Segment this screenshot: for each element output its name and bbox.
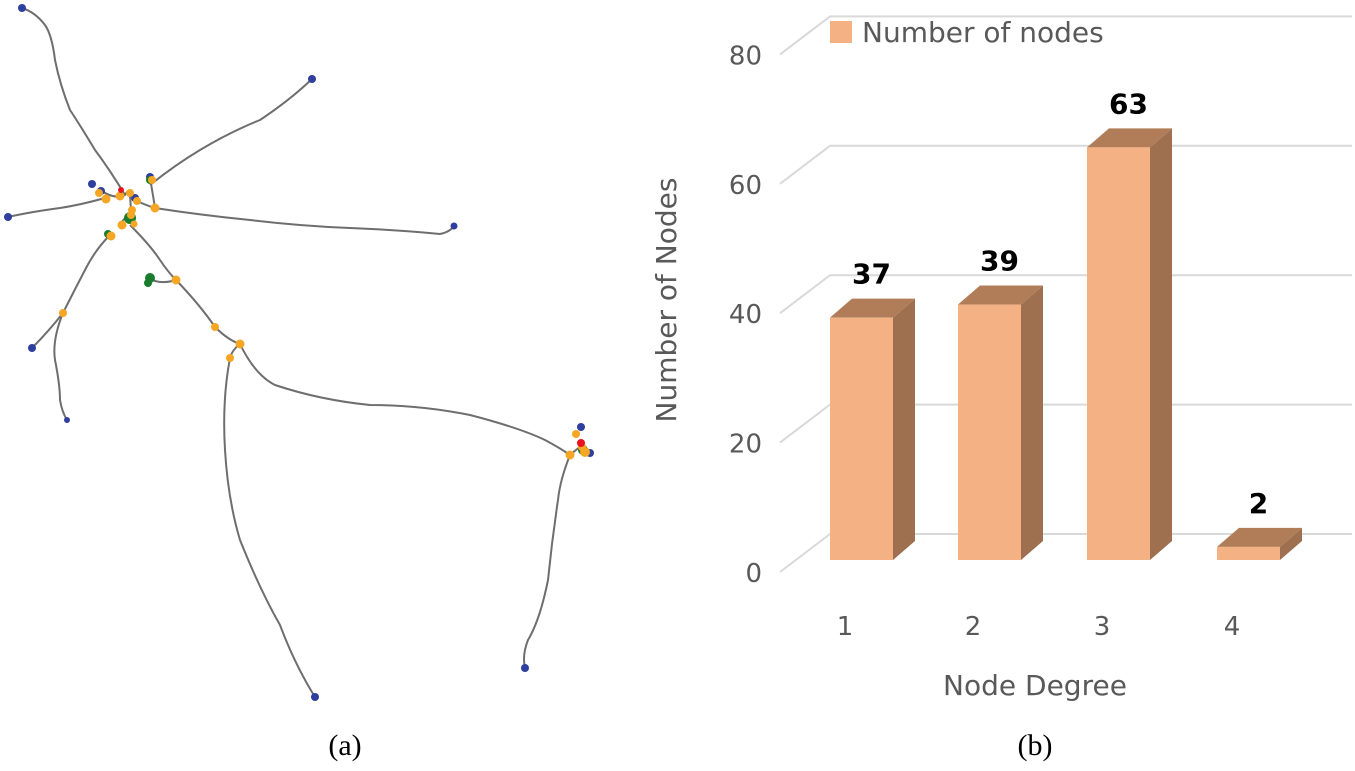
bar-side	[893, 298, 915, 560]
y-tick-label: 40	[729, 300, 762, 330]
network-node-orange	[115, 191, 125, 201]
y-tick-labels: 0 20 40 60 80	[729, 41, 762, 589]
network-node-green	[144, 279, 152, 287]
y-tick-label: 20	[729, 430, 762, 460]
gridline	[779, 15, 1352, 56]
bar-2	[958, 285, 1043, 560]
network-node-orange	[127, 211, 135, 219]
network-nodes	[4, 4, 594, 701]
network-graph	[7, 7, 584, 698]
gridline	[779, 144, 1352, 185]
bar-front	[958, 304, 1021, 560]
network-node-blue	[88, 180, 96, 188]
edge	[149, 78, 313, 186]
network-node-blue	[28, 344, 36, 352]
network-node-red	[577, 439, 585, 447]
bar-top	[958, 285, 1043, 305]
x-tick-labels: 1 2 3 4	[837, 612, 1241, 642]
network-node-orange	[133, 197, 141, 205]
network-node-orange	[106, 231, 116, 241]
edge	[31, 234, 111, 349]
y-tick-label: 80	[729, 41, 762, 71]
bar-front	[1217, 546, 1280, 560]
bar-side	[1280, 527, 1302, 560]
bar-side	[1021, 285, 1043, 560]
caption-a: (a)	[328, 729, 361, 762]
network-node-blue	[311, 693, 319, 701]
edge	[53, 312, 68, 421]
edge	[129, 224, 584, 457]
legend-label: Number of nodes	[862, 16, 1104, 49]
y-tick-label: 0	[745, 559, 762, 589]
network-node-blue	[64, 417, 70, 423]
network-node-orange	[226, 354, 234, 362]
y-tick-label: 60	[729, 171, 762, 201]
bar-side	[1150, 128, 1172, 560]
network-node-blue	[4, 213, 12, 221]
edge	[223, 343, 316, 698]
edge	[154, 207, 455, 236]
edge	[7, 197, 106, 218]
gridline	[779, 274, 1352, 314]
network-node-orange	[150, 203, 160, 213]
network-node-orange	[130, 220, 138, 228]
y-axis-title: Number of Nodes	[650, 178, 683, 423]
data-label: 39	[980, 245, 1019, 278]
bar-4	[1217, 527, 1302, 560]
bar-top	[1087, 128, 1172, 148]
network-node-red	[118, 187, 124, 193]
network-node-orange	[565, 450, 575, 460]
data-label: 37	[852, 258, 891, 291]
network-node-orange	[235, 339, 245, 349]
network-node-blue	[308, 75, 316, 83]
x-tick-label: 3	[1094, 612, 1111, 642]
network-node-orange	[171, 275, 181, 285]
x-tick-label: 2	[965, 612, 982, 642]
network-node-blue	[450, 222, 458, 230]
edge	[21, 7, 126, 196]
network-node-orange	[101, 194, 111, 204]
chart-bars	[830, 128, 1302, 560]
caption-b: (b)	[1018, 729, 1053, 762]
network-node-orange	[211, 323, 219, 331]
network-node-orange	[572, 430, 580, 438]
bar-1	[830, 298, 915, 560]
data-label: 2	[1249, 487, 1268, 520]
bar-front	[830, 317, 893, 560]
legend-swatch	[830, 21, 852, 43]
network-node-orange	[126, 189, 134, 197]
x-tick-label: 4	[1224, 612, 1241, 642]
data-labels: 37 39 63 2	[852, 87, 1268, 520]
bar-top	[1217, 527, 1302, 547]
bar-front	[1087, 147, 1150, 560]
network-node-orange	[59, 309, 67, 317]
x-tick-label: 1	[837, 612, 854, 642]
bar-top	[830, 298, 915, 318]
data-label: 63	[1109, 87, 1148, 120]
bar-3	[1087, 128, 1172, 560]
network-node-blue	[18, 4, 26, 12]
network-node-blue	[577, 423, 585, 431]
network-node-blue	[521, 664, 529, 672]
edge	[523, 454, 571, 669]
x-axis-title: Node Degree	[943, 669, 1127, 702]
network-node-orange	[148, 176, 156, 184]
network-node-orange	[95, 189, 103, 197]
network-node-orange	[117, 220, 127, 230]
